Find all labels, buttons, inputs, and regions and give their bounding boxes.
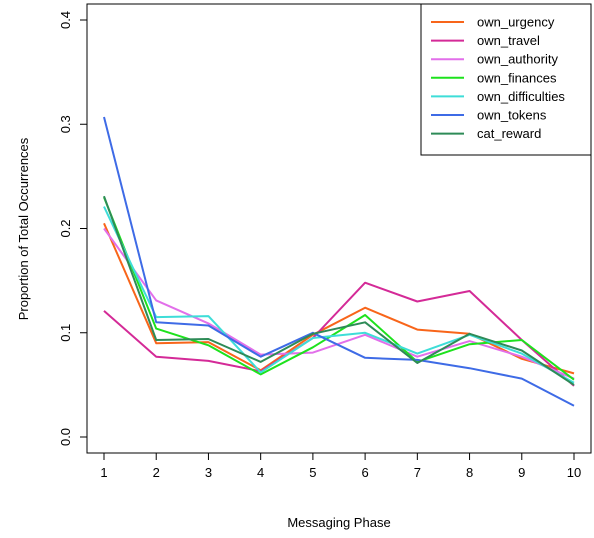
legend-label: cat_reward xyxy=(477,126,541,141)
legend-box xyxy=(420,3,592,156)
legend-label: own_difficulties xyxy=(477,89,565,104)
series-line-own-difficulties xyxy=(103,206,575,384)
y-tick-label: 0.0 xyxy=(58,428,73,446)
x-tick-label: 5 xyxy=(309,465,316,480)
series-lines xyxy=(103,116,575,407)
legend-label: own_travel xyxy=(477,33,540,48)
x-tick-label: 1 xyxy=(100,465,107,480)
legend-label: own_authority xyxy=(477,52,558,67)
series-line-cat-reward xyxy=(103,195,575,386)
x-axis: 1 2 3 4 5 6 7 8 9 10 xyxy=(100,452,581,480)
series-line-own-travel xyxy=(103,281,575,387)
x-tick-label: 3 xyxy=(205,465,212,480)
legend-label: own_tokens xyxy=(477,108,547,123)
y-tick-label: 0.4 xyxy=(58,11,73,29)
x-axis-label: Messaging Phase xyxy=(287,515,390,530)
y-tick-label: 0.1 xyxy=(58,324,73,342)
series-line-own-tokens xyxy=(103,116,575,407)
y-axis: 0.0 0.1 0.2 0.3 0.4 xyxy=(58,11,88,446)
legend-label: own_urgency xyxy=(477,15,555,30)
x-tick-label: 6 xyxy=(361,465,368,480)
x-tick-label: 2 xyxy=(153,465,160,480)
legend: own_urgency own_travel own_authority own_fi… xyxy=(420,3,592,156)
y-tick-label: 0.2 xyxy=(58,219,73,237)
x-tick-label: 7 xyxy=(414,465,421,480)
x-tick-label: 10 xyxy=(567,465,581,480)
legend-label: own_finances xyxy=(477,70,557,85)
y-tick-label: 0.3 xyxy=(58,115,73,133)
series-line-own-finances xyxy=(103,196,575,381)
y-axis-label: Proportion of Total Occurrences xyxy=(16,137,31,320)
series-line-own-urgency xyxy=(103,222,575,375)
x-tick-label: 8 xyxy=(466,465,473,480)
x-tick-label: 9 xyxy=(518,465,525,480)
series-line-own-authority xyxy=(103,227,575,380)
x-tick-label: 4 xyxy=(257,465,264,480)
